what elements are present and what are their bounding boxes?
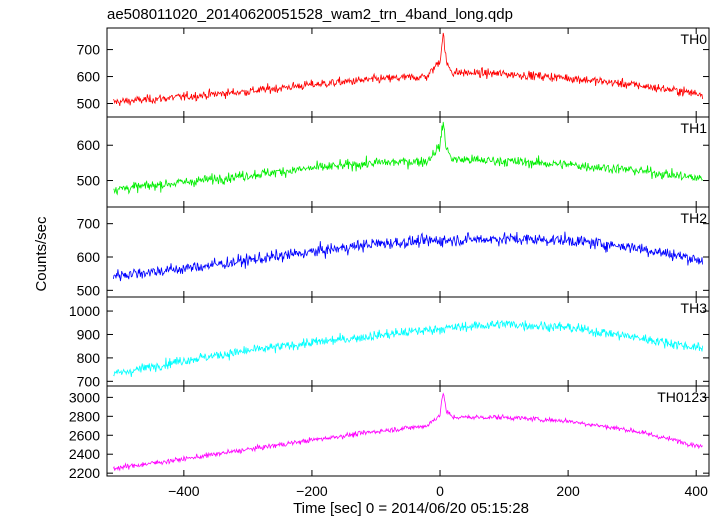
y-tick-label: 700 [77, 42, 101, 58]
y-tick-label: 2600 [69, 427, 100, 443]
y-tick-label: 2800 [69, 408, 100, 424]
panel-th2: 500 600 700 TH2 [77, 206, 710, 298]
panel-frame [106, 116, 710, 208]
y-tick-label: 600 [77, 69, 101, 85]
x-tick-label: −200 [296, 483, 328, 499]
y-tick-label: 500 [77, 173, 101, 189]
y-tick-label: 700 [77, 216, 101, 232]
panel-th0: 500 600 700 TH0 [77, 27, 710, 118]
y-tick-label: 900 [77, 326, 101, 342]
panel-th1: 500 600 TH1 [77, 116, 710, 208]
x-axis-label: Time [sec] 0 = 2014/06/20 05:15:28 [293, 500, 529, 516]
chart-title: ae508011020_20140620051528_wam2_trn_4ban… [107, 6, 513, 23]
x-tick-label: 400 [685, 483, 709, 499]
panels-group: 500 600 700 TH0 500 600 TH1 500 600 700 TH2 700 800 9… [69, 27, 710, 481]
y-tick-label: 800 [77, 350, 101, 366]
series-line-th0123 [113, 392, 703, 472]
x-axis: −400 −200 0 200 400 [168, 28, 708, 499]
panel-label-th2: TH2 [681, 210, 708, 226]
panel-th3: 700 800 900 1000 TH3 [69, 296, 710, 389]
y-tick-label: 700 [77, 373, 101, 389]
y-tick-label: 2400 [69, 446, 100, 462]
panel-frame [106, 27, 710, 118]
series-line-th0 [113, 32, 703, 106]
y-tick-label: 500 [77, 282, 101, 298]
y-tick-label: 600 [77, 249, 101, 265]
y-tick-label: 2200 [69, 465, 100, 481]
panel-label-th0: TH0 [681, 31, 708, 47]
y-axis-label: Counts/sec [33, 216, 50, 292]
y-tick-label: 600 [77, 137, 101, 153]
panel-label-th3: TH3 [681, 300, 708, 316]
panel-frame [106, 206, 710, 298]
x-tick-label: 200 [556, 483, 580, 499]
y-tick-label: 1000 [69, 303, 100, 319]
panel-frame [106, 385, 710, 477]
panel-label-th1: TH1 [681, 120, 708, 136]
series-line-th2 [113, 231, 703, 282]
x-tick-label: −400 [168, 483, 200, 499]
y-tick-label: 3000 [69, 389, 100, 405]
panel-frame [106, 296, 710, 387]
series-line-th1 [113, 121, 703, 196]
y-tick-label: 500 [77, 96, 101, 112]
x-tick-label: 0 [436, 483, 444, 499]
series-line-th3 [113, 320, 703, 378]
panel-label-th0123: TH0123 [657, 389, 707, 405]
panel-th0123: 2200 2400 2600 2800 3000 TH0123 [69, 385, 710, 481]
